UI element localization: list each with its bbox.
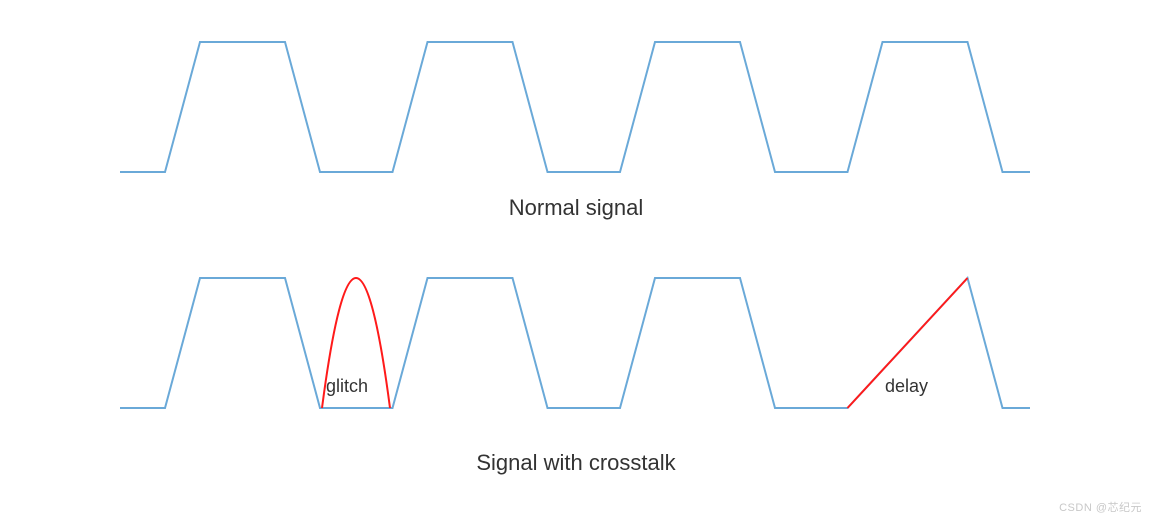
- normal-signal-caption: Normal signal: [0, 195, 1152, 221]
- glitch-label: glitch: [326, 376, 368, 397]
- watermark-text: CSDN @芯纪元: [1059, 499, 1142, 515]
- crosstalk-signal-caption: Signal with crosstalk: [0, 450, 1152, 476]
- crosstalk-signal-plot: [0, 0, 1152, 521]
- delay-label: delay: [885, 376, 928, 397]
